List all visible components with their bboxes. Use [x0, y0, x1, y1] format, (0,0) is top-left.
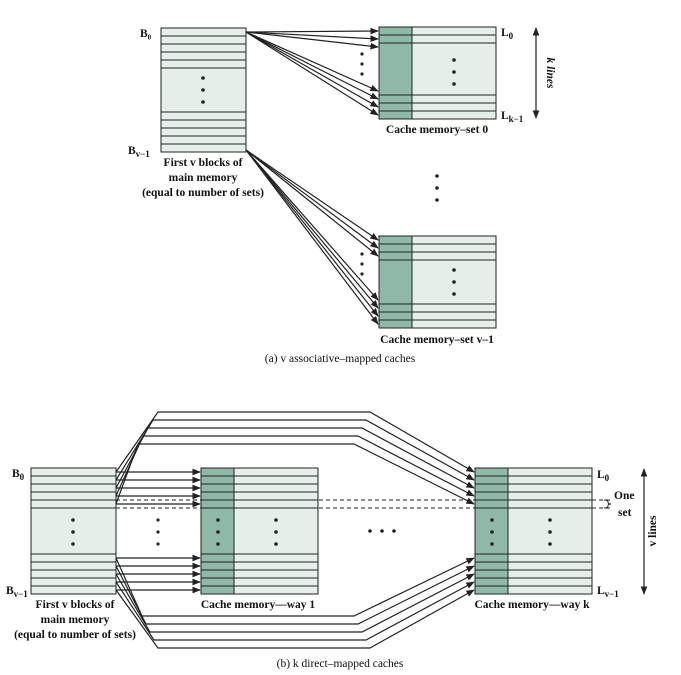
ellipsis-dots — [201, 76, 205, 104]
label-k-lines: k lines — [544, 58, 556, 90]
caption-set-0: Cache memory–set 0 — [386, 124, 488, 136]
main-desc-a-3: (equal to number of sets) — [142, 187, 264, 199]
label-lk1-a: Lk−1 — [501, 110, 524, 124]
cache-set-v-1 — [378, 235, 497, 329]
main-desc-b-2: main memory — [41, 614, 110, 626]
caption-set-v-1: Cache memory–set v–1 — [380, 334, 494, 346]
cache-way-k — [474, 467, 593, 595]
label-l0-b: L0 — [597, 469, 610, 483]
cache-way-1 — [200, 467, 319, 595]
main-memory-block-a — [160, 27, 247, 153]
arrow-gap-dots-a — [360, 52, 364, 276]
label-lv1-b: Lv−1 — [597, 585, 619, 599]
label-bv1-a: Bv−1 — [128, 145, 150, 159]
caption-b: (b) k direct–mapped caches — [277, 658, 404, 670]
label-l0-a: L0 — [501, 27, 514, 41]
label-set: set — [618, 507, 632, 519]
one-set-dashed — [116, 499, 612, 509]
arrow-gap-dots-b — [156, 518, 160, 546]
caption-a: (a) v associative–mapped caches — [265, 353, 416, 365]
arrows-bv1-to-setv1 — [245, 149, 379, 325]
label-b0-a: B₀ — [140, 28, 152, 40]
main-memory-block-b — [30, 467, 117, 595]
arrows-to-way1-top — [116, 468, 201, 508]
label-bv1-b: Bv−1 — [6, 585, 28, 599]
panel-a: B₀ Bv−1 First v blocks of main memory (e… — [128, 26, 556, 365]
arrows-to-wayk-top — [115, 411, 475, 505]
arrows-to-wayk-bottom — [115, 557, 475, 649]
caption-way-k: Cache memory—way k — [475, 599, 591, 611]
caption-way-1: Cache memory—way 1 — [201, 599, 316, 611]
label-b0-b: B0 — [12, 468, 25, 482]
between-sets-dots — [435, 174, 439, 202]
arrows-b0-to-set0 — [245, 27, 379, 116]
main-desc-b-1: First v blocks of — [36, 599, 115, 611]
one-set-brace — [603, 499, 612, 509]
main-desc-a-1: First v blocks of — [164, 157, 243, 169]
between-ways-dots — [368, 529, 396, 533]
main-desc-a-2: main memory — [169, 172, 238, 184]
label-one: One — [614, 490, 634, 502]
panel-b: B0 Bv−1 First v blocks of main memory (e… — [6, 411, 659, 670]
cache-set-0 — [378, 26, 497, 120]
main-desc-b-3: (equal to number of sets) — [14, 629, 136, 641]
label-v-lines: v lines — [647, 515, 659, 547]
